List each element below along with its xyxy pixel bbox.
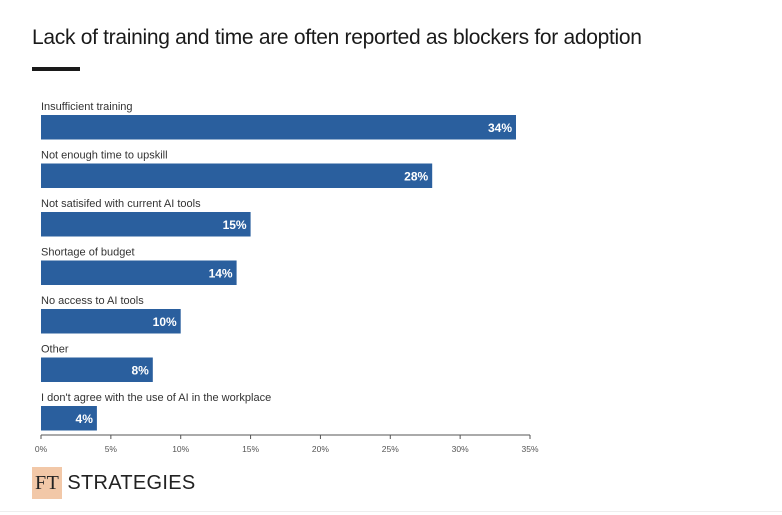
category-label-not-satisifed-with-current-ai-tools: Not satisifed with current AI tools xyxy=(41,198,201,210)
value-label-insufficient-training: 34% xyxy=(488,121,512,135)
value-label-not-enough-time-to-upskill: 28% xyxy=(404,169,428,183)
bar-no-access-to-ai-tools xyxy=(41,309,181,334)
value-label-shortage-of-budget: 14% xyxy=(209,266,233,280)
bar-i-don-t-agree-with-the-use-of-ai-in-the-workplace xyxy=(41,406,97,431)
title-underline xyxy=(32,67,80,71)
bar-not-enough-time-to-upskill xyxy=(41,163,433,188)
category-label-insufficient-training: Insufficient training xyxy=(41,101,133,113)
bar-other xyxy=(41,357,153,382)
bar-not-satisifed-with-current-ai-tools xyxy=(41,212,251,237)
x-tick-label-10: 10% xyxy=(172,444,189,454)
x-axis: 0% 5% 10% 15% 20% 25% 30% 35% xyxy=(35,434,539,454)
category-label-no-access-to-ai-tools: No access to AI tools xyxy=(41,295,144,307)
x-tick-label-20: 20% xyxy=(312,444,329,454)
category-label-i-don-t-agree-with-the-use-of-ai-in-the-workplace: I don't agree with the use of AI in the … xyxy=(41,392,271,404)
x-tick-label-30: 30% xyxy=(452,444,469,454)
value-label-no-access-to-ai-tools: 10% xyxy=(153,315,177,329)
bar-chart: Insufficient training 34% Not enough time … xyxy=(35,101,539,454)
chart-title: Lack of training and time are often repo… xyxy=(32,26,642,49)
ft-strategies-logo: FT STRATEGIES xyxy=(32,467,196,499)
bar-shortage-of-budget xyxy=(41,260,237,285)
value-label-other: 8% xyxy=(131,363,149,377)
x-tick-label-5: 5% xyxy=(105,444,118,454)
value-label-i-don-t-agree-with-the-use-of-ai-in-the-workplace: 4% xyxy=(76,412,94,426)
value-label-not-satisifed-with-current-ai-tools: 15% xyxy=(223,218,247,232)
x-tick-label-15: 15% xyxy=(242,444,259,454)
bar-insufficient-training xyxy=(41,115,516,140)
category-label-shortage-of-budget: Shortage of budget xyxy=(41,247,135,259)
category-label-other: Other xyxy=(41,344,69,356)
x-tick-label-0: 0% xyxy=(35,444,48,454)
logo-name: STRATEGIES xyxy=(67,471,196,494)
x-tick-label-25: 25% xyxy=(382,444,399,454)
category-label-not-enough-time-to-upskill: Not enough time to upskill xyxy=(41,150,168,162)
bars-group: Insufficient training 34% Not enough time … xyxy=(41,101,516,431)
x-tick-label-35: 35% xyxy=(521,444,538,454)
logo-mark: FT xyxy=(32,467,63,499)
bottom-divider xyxy=(0,511,782,512)
